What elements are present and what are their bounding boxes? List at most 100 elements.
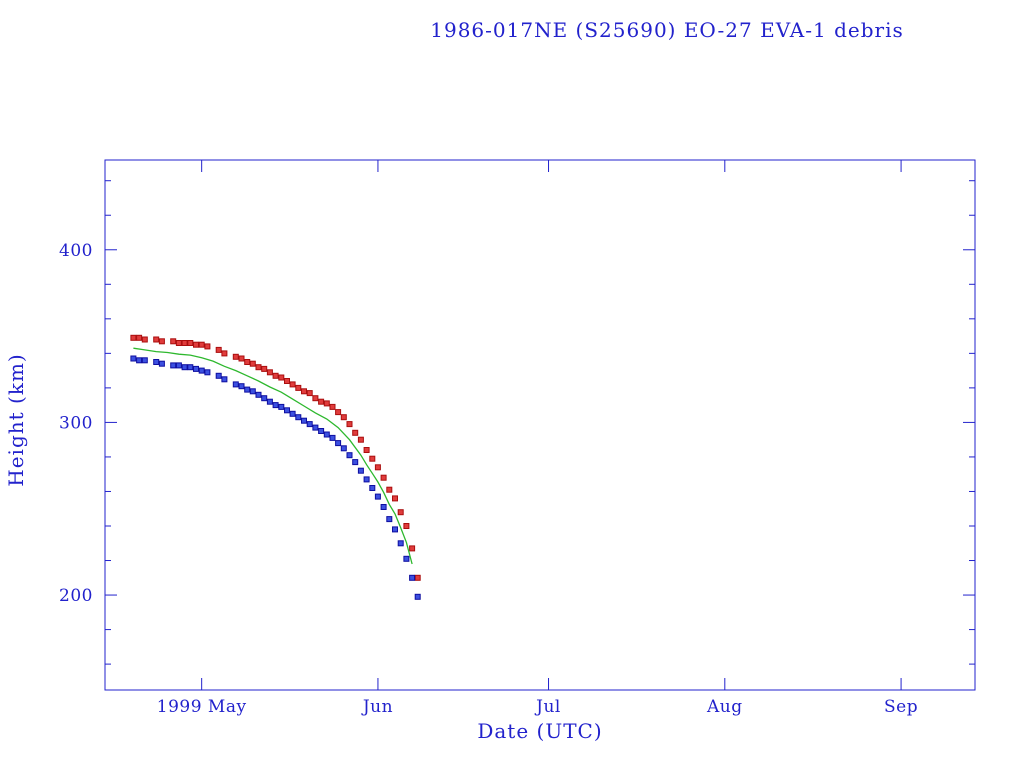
apogee-height-point xyxy=(295,384,302,391)
apogee-height-point xyxy=(323,400,330,407)
mean-height-fit-line xyxy=(133,347,413,565)
perigee-height-point xyxy=(255,391,262,398)
apogee-height-point xyxy=(158,338,165,345)
perigee-height-point xyxy=(158,360,165,367)
perigee-height-point xyxy=(141,357,148,364)
apogee-height-point xyxy=(284,378,290,384)
perigee-height-point xyxy=(323,431,330,438)
perigee-height-point xyxy=(187,364,194,371)
perigee-height-point xyxy=(386,516,393,523)
perigee-height-point xyxy=(335,440,342,447)
perigee-height-point xyxy=(346,452,353,459)
x-tick-label: 1999 May xyxy=(157,697,247,717)
plot-frame xyxy=(104,159,976,691)
x-axis-label: Date (UTC) xyxy=(477,719,603,743)
apogee-height-point xyxy=(414,574,421,581)
axis-ticks xyxy=(105,160,975,690)
perigee-height-point xyxy=(266,398,273,405)
perigee-height-point xyxy=(278,403,285,410)
apogee-height-point xyxy=(363,447,370,453)
perigee-height-point xyxy=(238,383,245,390)
perigee-height-point xyxy=(301,417,307,424)
apogee-height-point xyxy=(352,429,359,436)
y-tick-label: 200 xyxy=(59,586,93,606)
perigee-height-point xyxy=(198,367,205,374)
apogee-height-point xyxy=(181,340,188,346)
perigee-height-point xyxy=(272,402,279,409)
perigee-height-point xyxy=(215,372,222,379)
chart-title: 1986-017NE (S25690) EO-27 EVA-1 debris xyxy=(430,18,904,42)
apogee-height-point xyxy=(170,338,177,345)
x-tick-label: Aug xyxy=(706,697,743,717)
apogee-height-point xyxy=(261,365,268,372)
perigee-height-point xyxy=(318,428,325,434)
apogee-height-point xyxy=(403,523,410,529)
perigee-height-point xyxy=(369,485,376,491)
apogee-height-point xyxy=(204,343,211,350)
apogee-height-point xyxy=(306,390,313,397)
y-tick-label: 300 xyxy=(59,413,93,433)
apogee-height-point xyxy=(215,346,222,353)
perigee-height-point xyxy=(221,376,228,383)
perigee-height-point xyxy=(357,467,364,474)
series-perigee-height xyxy=(130,355,421,600)
series-mean-height-fit xyxy=(133,347,413,565)
apogee-height-point xyxy=(193,341,199,348)
perigee-height-point xyxy=(397,540,404,547)
perigee-height-point xyxy=(249,388,256,395)
apogee-height-point xyxy=(238,355,245,362)
perigee-height-point xyxy=(306,421,313,428)
perigee-height-point xyxy=(170,362,177,369)
apogee-height-point xyxy=(232,353,239,360)
apogee-height-point xyxy=(357,436,364,443)
perigee-height-point xyxy=(204,369,211,376)
apogee-height-point xyxy=(266,369,273,376)
apogee-height-point xyxy=(278,374,285,381)
perigee-height-point xyxy=(289,410,296,417)
apogee-height-point xyxy=(409,545,416,552)
apogee-height-point xyxy=(175,340,182,346)
apogee-height-point xyxy=(153,336,160,343)
perigee-height-point xyxy=(193,365,199,372)
axis-tick-labels: 1999 May Jun Jul Aug Sep 200 300 400 xyxy=(59,241,918,717)
perigee-height-point xyxy=(340,445,347,452)
apogee-height-point xyxy=(329,403,336,410)
apogee-height-point xyxy=(386,486,393,493)
x-tick-label: Jun xyxy=(361,697,393,717)
y-tick-label: 400 xyxy=(59,241,93,261)
apogee-height-point xyxy=(318,398,325,405)
perigee-height-point xyxy=(244,386,251,393)
apogee-height-point xyxy=(272,372,279,379)
apogee-height-point xyxy=(221,350,228,357)
perigee-height-point xyxy=(414,593,421,600)
apogee-height-point xyxy=(289,381,296,388)
perigee-height-point xyxy=(261,395,268,402)
perigee-height-point xyxy=(374,493,381,500)
apogee-height-point xyxy=(130,334,137,341)
apogee-height-point xyxy=(249,360,256,367)
x-tick-label: Sep xyxy=(884,697,918,717)
perigee-height-point xyxy=(175,362,182,369)
perigee-height-point xyxy=(403,555,410,562)
apogee-height-point xyxy=(187,340,194,346)
apogee-height-point xyxy=(392,495,398,502)
apogee-height-point xyxy=(340,414,347,421)
apogee-height-point xyxy=(397,509,404,516)
apogee-height-point xyxy=(301,388,307,395)
x-tick-label: Jul xyxy=(534,697,561,717)
perigee-height-point xyxy=(232,381,239,388)
perigee-height-point xyxy=(181,364,188,371)
perigee-height-point xyxy=(363,476,370,483)
perigee-height-point xyxy=(130,355,137,362)
perigee-height-point xyxy=(153,359,160,365)
apogee-height-point xyxy=(255,364,262,371)
perigee-height-point xyxy=(136,357,143,364)
perigee-height-point xyxy=(380,504,387,510)
series-apogee-height xyxy=(130,334,421,581)
apogee-height-point xyxy=(198,341,205,348)
perigee-height-point xyxy=(284,407,290,414)
perigee-height-point xyxy=(409,574,416,581)
perigee-height-point xyxy=(295,414,302,421)
perigee-height-point xyxy=(312,424,319,431)
apogee-height-point xyxy=(312,395,319,402)
